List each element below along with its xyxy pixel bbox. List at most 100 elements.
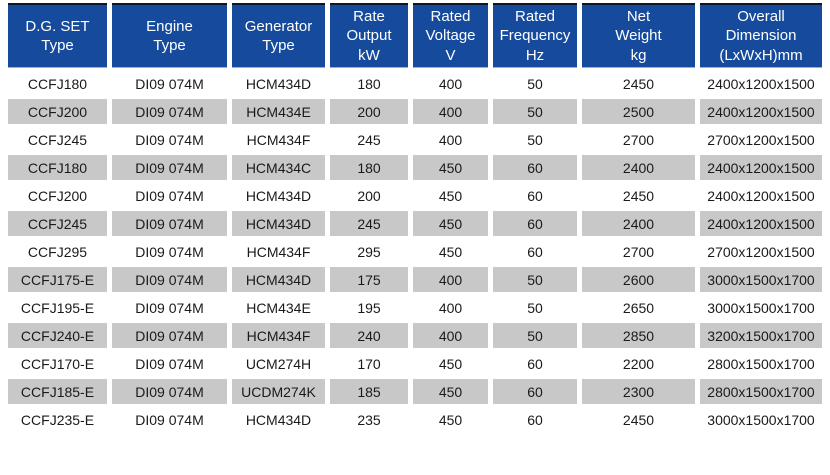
table-cell: 2400x1200x1500 [700,71,822,96]
table-cell: DI09 074M [112,407,227,432]
table-cell: 2400x1200x1500 [700,99,822,124]
table-cell: 400 [413,323,488,348]
table-cell: 450 [413,407,488,432]
table-cell: 50 [493,71,577,96]
table-cell: CCFJ180 [8,71,107,96]
table-cell: CCFJ180 [8,155,107,180]
table-cell: 60 [493,183,577,208]
table-cell: 200 [330,99,408,124]
table-cell: 2400x1200x1500 [700,211,822,236]
table-cell: CCFJ245 [8,127,107,152]
table-cell: DI09 074M [112,267,227,292]
table-cell: DI09 074M [112,323,227,348]
table-cell: 3000x1500x1700 [700,267,822,292]
table-cell: DI09 074M [112,155,227,180]
table-cell: UCDM274K [232,379,325,404]
table-row: CCFJ180 DI09 074M HCM434D 180 400 50 245… [8,71,822,96]
table-cell: UCM274H [232,351,325,376]
table-cell: 450 [413,183,488,208]
column-header-net-weight: Net Weight kg [582,3,695,68]
table-cell: HCM434F [232,127,325,152]
table-row: CCFJ185-E DI09 074M UCDM274K 185 450 60 … [8,379,822,404]
table-cell: 180 [330,155,408,180]
table-cell: 2500 [582,99,695,124]
table-row: CCFJ245 DI09 074M HCM434D 245 450 60 240… [8,211,822,236]
column-header-engine-type: Engine Type [112,3,227,68]
table-cell: CCFJ295 [8,239,107,264]
table-row: CCFJ195-E DI09 074M HCM434E 195 400 50 2… [8,295,822,320]
table-cell: 2650 [582,295,695,320]
table-cell: DI09 074M [112,71,227,96]
column-header-overall-dimension: Overall Dimension (LxWxH)mm [700,3,822,68]
table-cell: 450 [413,351,488,376]
table-cell: DI09 074M [112,211,227,236]
table-cell: 400 [413,99,488,124]
column-header-dg-set-type: D.G. SET Type [8,3,107,68]
table-cell: 50 [493,323,577,348]
table-cell: HCM434D [232,407,325,432]
table-cell: 60 [493,211,577,236]
table-cell: 2450 [582,407,695,432]
table-cell: HCM434F [232,239,325,264]
table-cell: 175 [330,267,408,292]
table-row: CCFJ200 DI09 074M HCM434D 200 450 60 245… [8,183,822,208]
table-cell: 50 [493,127,577,152]
table-cell: 180 [330,71,408,96]
table-cell: 245 [330,127,408,152]
table-row: CCFJ295 DI09 074M HCM434F 295 450 60 270… [8,239,822,264]
table-cell: 2200 [582,351,695,376]
table-cell: 2450 [582,183,695,208]
table-body: CCFJ180 DI09 074M HCM434D 180 400 50 245… [8,71,822,432]
table-cell: 2400 [582,211,695,236]
table-cell: DI09 074M [112,99,227,124]
table-cell: 2450 [582,71,695,96]
table-row: CCFJ180 DI09 074M HCM434C 180 450 60 240… [8,155,822,180]
table-cell: 185 [330,379,408,404]
table-cell: 2850 [582,323,695,348]
table-cell: 450 [413,155,488,180]
table-cell: CCFJ195-E [8,295,107,320]
table-cell: 400 [413,295,488,320]
table-cell: 2600 [582,267,695,292]
table-cell: HCM434D [232,211,325,236]
table-cell: 3000x1500x1700 [700,295,822,320]
table-cell: 50 [493,267,577,292]
table-cell: 400 [413,71,488,96]
column-header-rate-output: Rate Output kW [330,3,408,68]
table-cell: 2700 [582,127,695,152]
table-row: CCFJ240-E DI09 074M HCM434F 240 400 50 2… [8,323,822,348]
table-cell: HCM434E [232,295,325,320]
table-cell: 60 [493,155,577,180]
column-header-rated-voltage: Rated Voltage V [413,3,488,68]
table-cell: HCM434D [232,267,325,292]
table-row: CCFJ200 DI09 074M HCM434E 200 400 50 250… [8,99,822,124]
table-cell: HCM434F [232,323,325,348]
table-cell: 2800x1500x1700 [700,351,822,376]
table-cell: 60 [493,407,577,432]
column-header-rated-frequency: Rated Frequency Hz [493,3,577,68]
table-cell: 450 [413,379,488,404]
table-cell: 170 [330,351,408,376]
table-row: CCFJ245 DI09 074M HCM434F 245 400 50 270… [8,127,822,152]
table-cell: 3000x1500x1700 [700,407,822,432]
table-cell: 295 [330,239,408,264]
table-cell: 400 [413,267,488,292]
table-cell: DI09 074M [112,379,227,404]
table-row: CCFJ175-E DI09 074M HCM434D 175 400 50 2… [8,267,822,292]
table-cell: CCFJ185-E [8,379,107,404]
table-cell: 60 [493,239,577,264]
table-cell: HCM434E [232,99,325,124]
table-cell: 2300 [582,379,695,404]
table-cell: DI09 074M [112,127,227,152]
table-cell: 450 [413,211,488,236]
table-cell: HCM434C [232,155,325,180]
table-cell: 3200x1500x1700 [700,323,822,348]
column-header-generator-type: Generator Type [232,3,325,68]
table-cell: CCFJ175-E [8,267,107,292]
table-cell: 2800x1500x1700 [700,379,822,404]
table-cell: DI09 074M [112,351,227,376]
table-cell: 2400x1200x1500 [700,183,822,208]
table-cell: DI09 074M [112,295,227,320]
table-cell: 2700 [582,239,695,264]
table-cell: HCM434D [232,71,325,96]
